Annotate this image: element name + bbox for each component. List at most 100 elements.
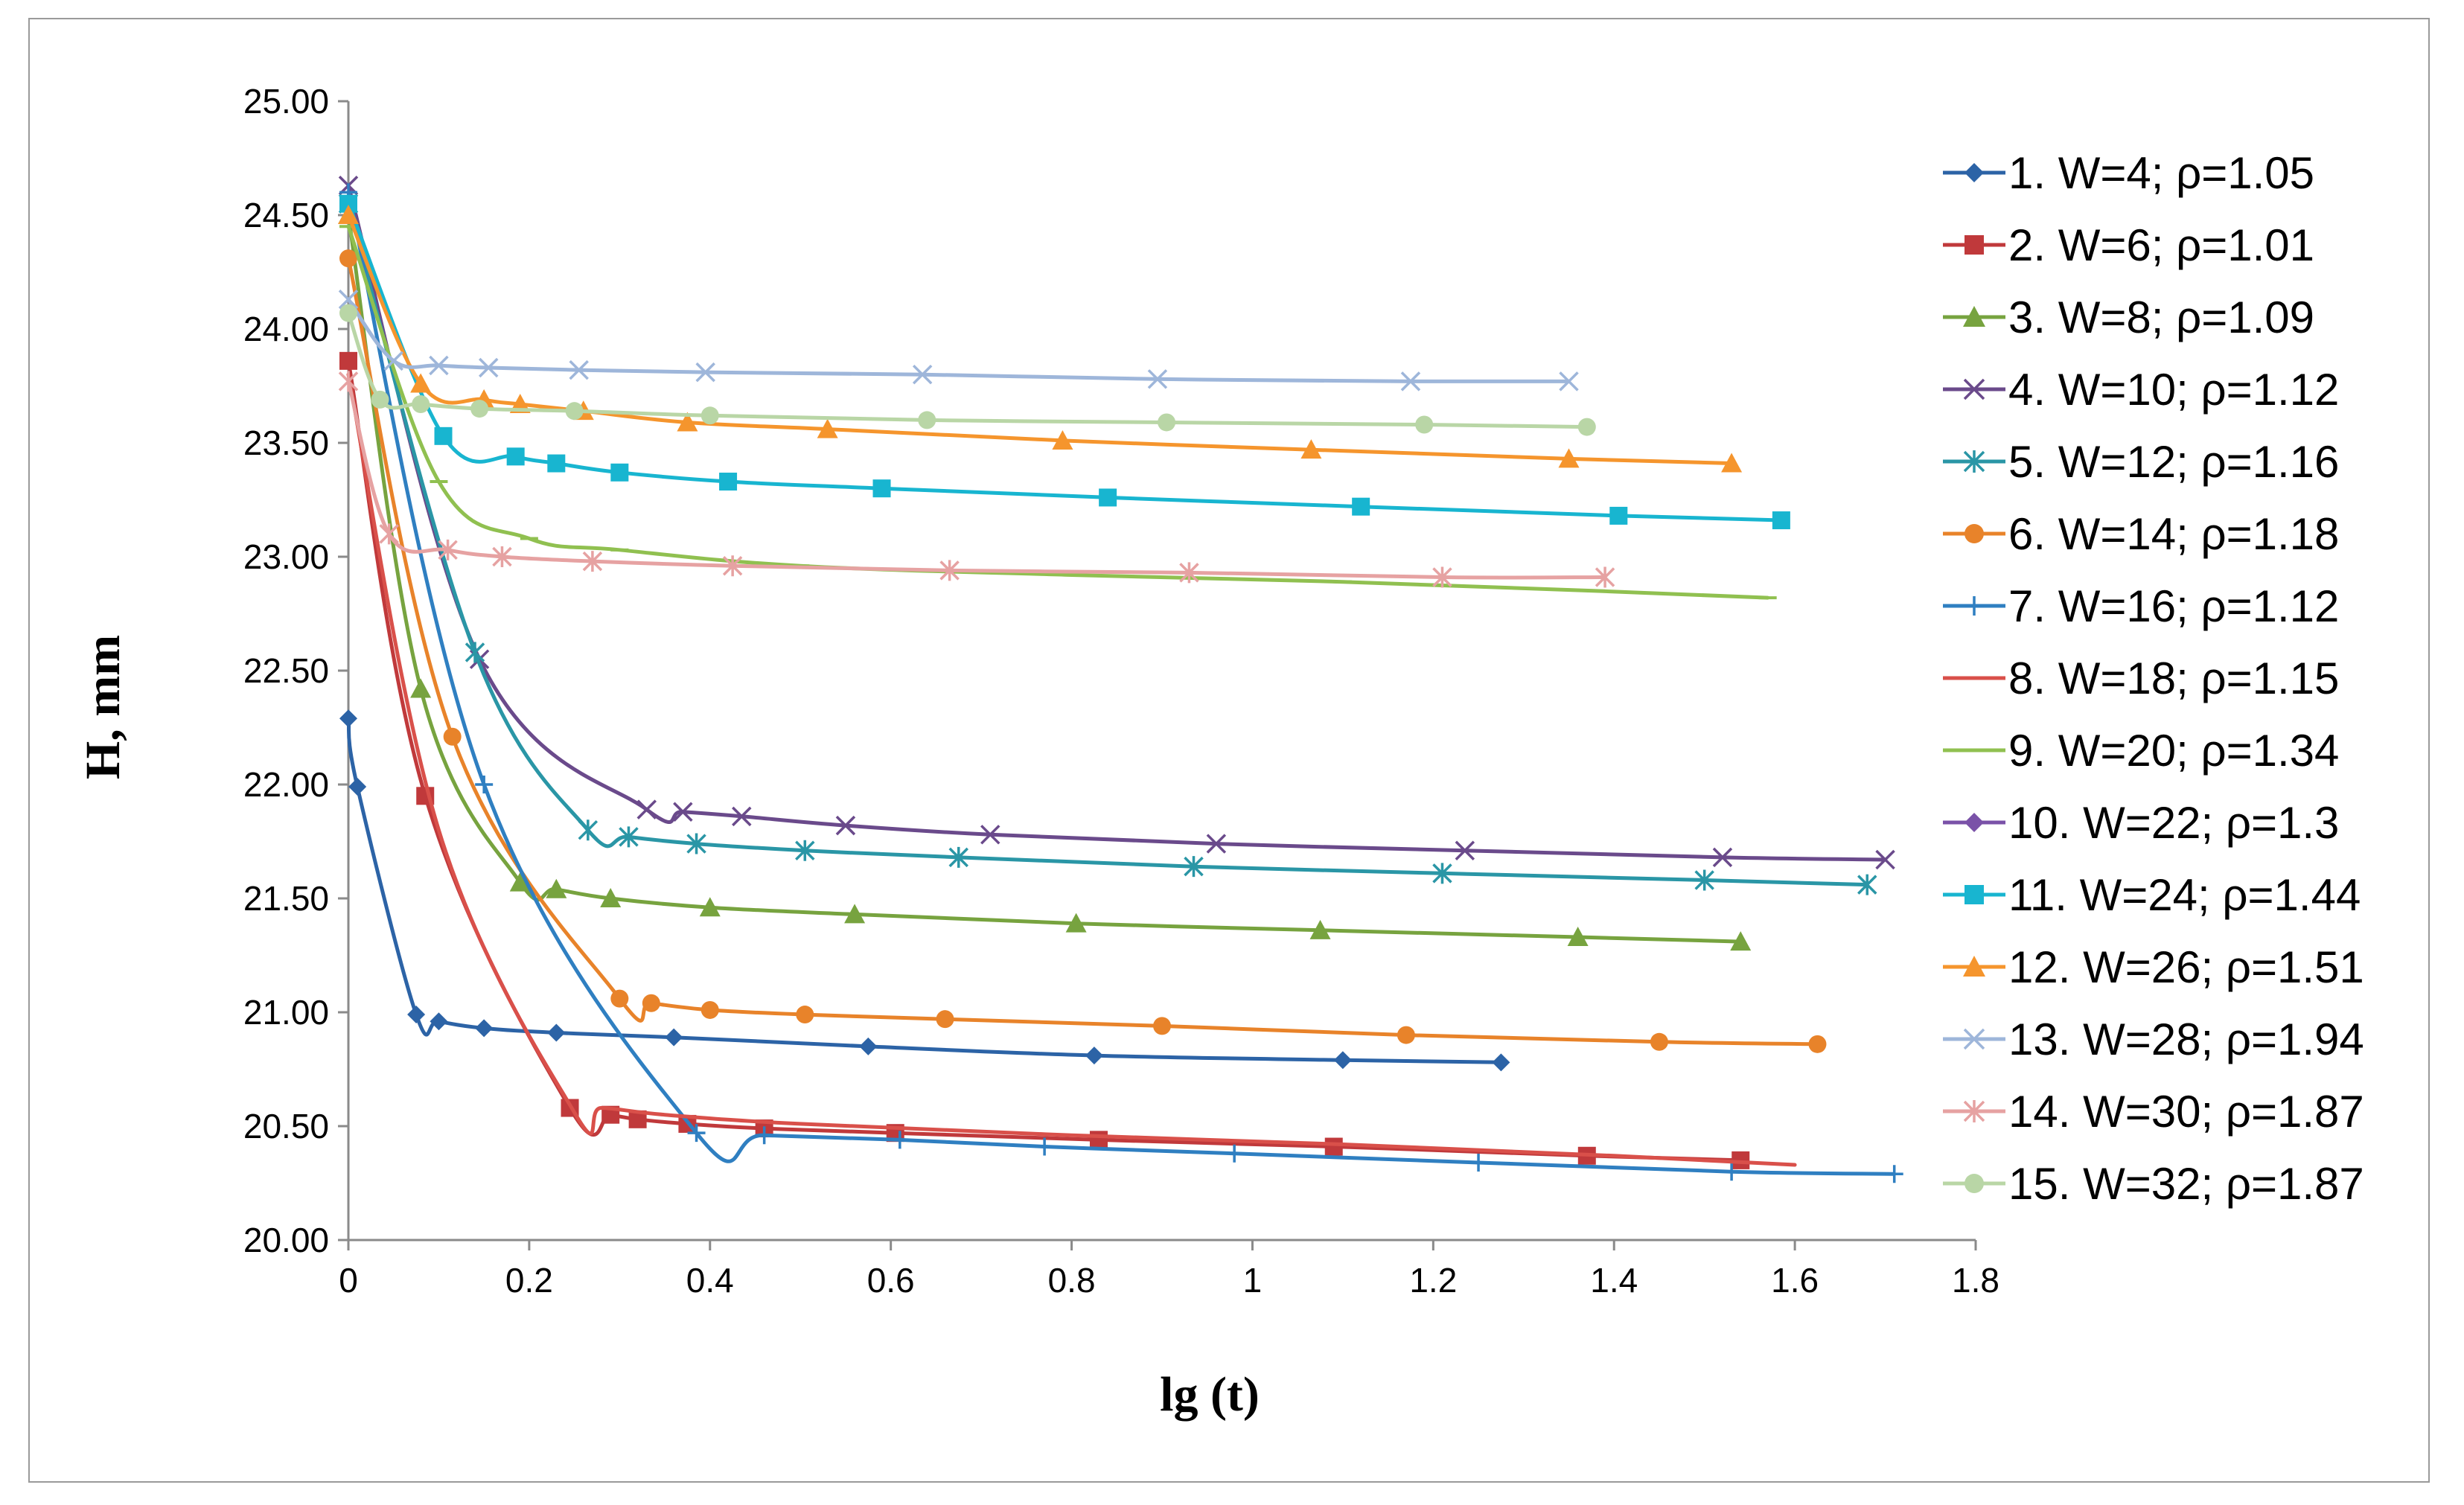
series-line [346,379,1607,580]
y-tick-label: 22.00 [243,765,329,804]
data-point [1885,1165,1903,1183]
data-point [755,1126,773,1145]
legend-item-8: 8. W=18; ρ=1.15 [1943,654,2339,703]
data-point [338,289,359,310]
series-line [346,372,1797,1167]
legend-item-4: 4. W=10; ρ=1.12 [1943,365,2339,415]
data-point [835,815,856,836]
legend-item-14: 14. W=30; ρ=1.87 [1943,1087,2364,1137]
data-point [1609,506,1628,525]
data-point [410,678,432,698]
data-point [1963,306,1985,327]
data-point [1558,448,1580,468]
data-point [939,560,960,581]
data-point [610,989,629,1008]
data-point [475,776,494,793]
data-point [1963,450,1985,473]
data-point [1772,511,1790,530]
data-point [1300,439,1322,459]
data-point [465,642,485,663]
data-point [1492,1053,1510,1072]
data-point [1469,1153,1488,1172]
legend-item-9: 9. W=20; ρ=1.34 [1943,726,2339,776]
data-point [546,878,567,898]
y-tick-label: 20.00 [243,1221,329,1259]
data-point [795,840,815,861]
x-tick-label: 1 [1243,1261,1263,1300]
legend-label: 3. W=8; ρ=1.09 [2008,293,2314,342]
data-point [348,778,367,796]
data-point [1965,885,1984,904]
data-point [859,1037,878,1055]
y-tick-label: 22.50 [243,651,329,690]
legend-item-13: 13. W=28; ρ=1.94 [1943,1014,2364,1064]
legend-label: 14. W=30; ρ=1.87 [2008,1087,2364,1137]
y-tick-label: 24.50 [243,196,329,234]
data-point [600,888,622,907]
data-point [1415,415,1434,434]
x-tick-label: 0.6 [867,1261,915,1300]
series-line [346,202,1869,887]
data-point [1158,413,1176,432]
series-8 [346,372,1797,1167]
data-point [1400,371,1421,392]
legend-label: 11. W=24; ρ=1.44 [2008,870,2361,920]
data-point [844,904,866,924]
data-point [1333,1051,1352,1070]
data-point [619,826,639,848]
y-tick-label: 21.50 [243,879,329,918]
series-11 [339,194,1790,530]
data-point [429,355,449,376]
data-point [1721,453,1743,473]
data-point [565,402,584,421]
y-axis-title: H, mm [76,635,130,779]
data-point [1963,1028,1985,1050]
data-point [479,357,499,378]
legend: 1. W=4; ρ=1.05 2. W=6; ρ=1.01 3. W=8; ρ=1.… [1943,148,2364,1209]
series-line [346,297,1571,384]
y-tick-label: 21.00 [243,993,329,1032]
data-point [1567,927,1589,947]
data-point [665,1028,683,1047]
series-2 [339,351,1750,1169]
legend-item-11: 11. W=24; ρ=1.44 [1943,870,2361,920]
legend-item-12: 12. W=26; ρ=1.51 [1943,942,2364,992]
data-point [578,819,599,841]
data-point [610,463,629,482]
data-point [872,479,891,498]
data-point [569,360,589,380]
data-point [1965,524,1984,543]
data-point [1559,371,1579,392]
legend-item-2: 2. W=6; ρ=1.01 [1943,220,2314,270]
data-point [1184,856,1204,878]
data-point [1965,235,1984,255]
data-point [1179,562,1199,584]
legend-item-6: 6. W=14; ρ=1.18 [1943,509,2339,559]
data-point [1875,849,1895,870]
data-point [700,406,719,425]
data-point [582,551,603,572]
data-point [492,546,512,567]
data-point [1065,913,1087,933]
data-point [1965,1174,1984,1193]
data-point [1965,163,1984,182]
data-point [1206,834,1227,854]
x-tick-label: 0.4 [686,1261,734,1300]
x-tick-label: 1.6 [1771,1261,1819,1300]
data-point [1963,956,1985,977]
data-point [1352,497,1370,516]
data-point [1577,418,1596,436]
y-tick-label: 24.00 [243,310,329,348]
series-3 [338,205,1752,951]
series-line [346,183,1888,862]
legend-item-1: 1. W=4; ρ=1.05 [1943,148,2314,198]
x-tick-label: 0 [339,1261,358,1300]
data-point [1324,1137,1343,1156]
series-1 [339,709,1510,1072]
series-layer [338,175,1903,1183]
data-point [339,304,357,322]
data-point [1650,1032,1668,1051]
y-tick-label: 23.00 [243,537,329,576]
series-5 [338,193,1877,895]
data-point [1963,1100,1985,1122]
